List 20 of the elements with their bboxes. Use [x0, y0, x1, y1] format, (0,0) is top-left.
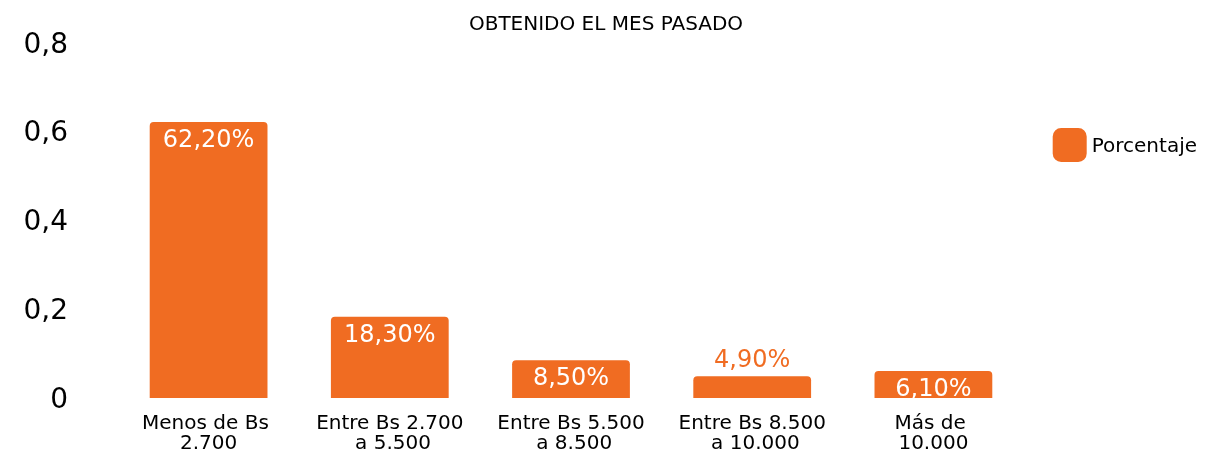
bar	[149, 121, 268, 398]
data-label: 62,20%	[162, 124, 255, 153]
bar	[693, 376, 812, 398]
x-tick-label: Más de 10.000	[894, 410, 973, 454]
bar	[330, 316, 449, 398]
data-label: 18,30%	[344, 319, 436, 348]
y-tick-label: 0	[50, 381, 68, 415]
x-tick-label: Entre Bs 8.500 a 10.000	[678, 410, 826, 454]
x-tick-label: Entre Bs 5.500 a 8.500	[497, 410, 645, 454]
y-tick-label: 0,2	[23, 292, 68, 326]
x-tick-label: Menos de Bs 2.700	[142, 410, 276, 454]
data-label: 8,50%	[532, 363, 610, 392]
legend-label: Porcentaje	[1091, 133, 1198, 157]
y-tick-label: 0,4	[23, 204, 68, 237]
y-tick-label: 0,8	[23, 26, 68, 60]
y-tick-label: 0,6	[23, 115, 68, 149]
data-label: 6,10%	[895, 373, 972, 402]
x-tick-label: Entre Bs 2.700 a 5.500	[316, 410, 464, 454]
data-label: 4,90%	[714, 345, 791, 374]
chart-title: OBTENIDO EL MES PASADO	[468, 11, 744, 35]
